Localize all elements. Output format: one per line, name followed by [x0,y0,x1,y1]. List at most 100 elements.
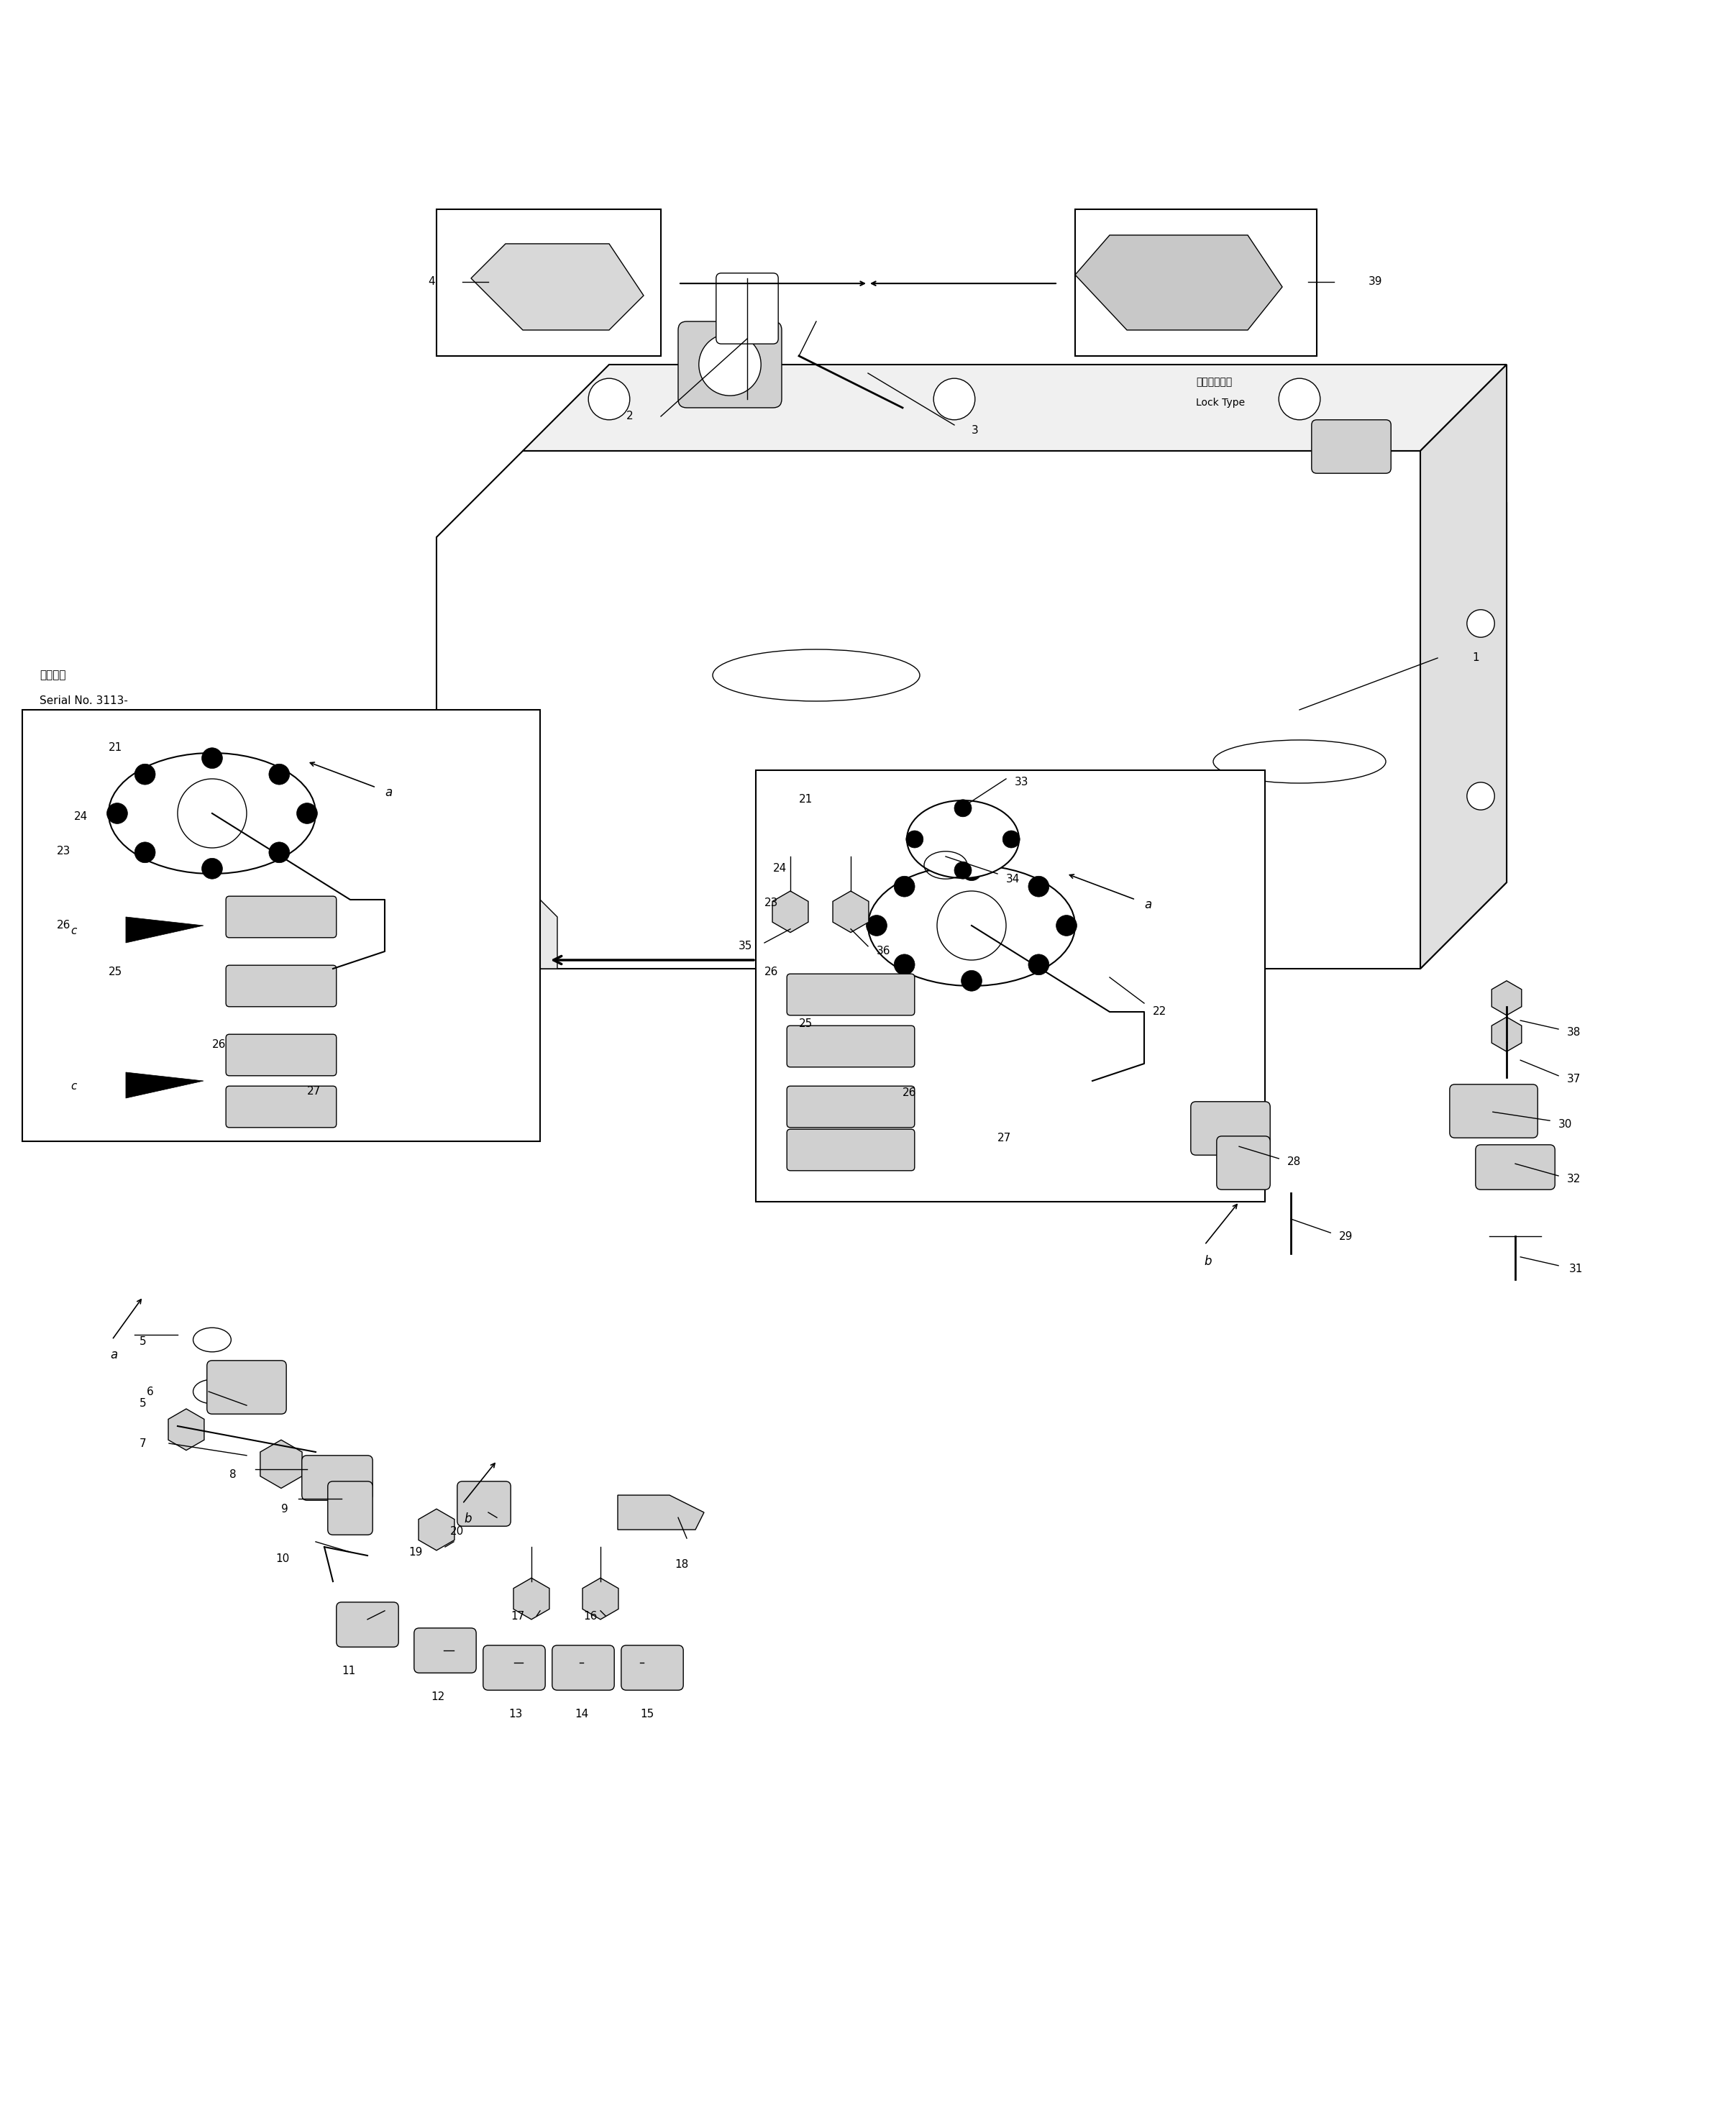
Text: 3: 3 [972,424,979,435]
Text: 20: 20 [450,1526,464,1536]
Text: 6: 6 [146,1386,153,1397]
Text: 24: 24 [773,863,786,874]
Text: c: c [71,926,76,937]
Text: a: a [109,1348,118,1361]
Circle shape [962,971,983,992]
Polygon shape [436,452,1507,968]
FancyBboxPatch shape [717,272,778,344]
Circle shape [108,804,127,823]
Polygon shape [523,365,1507,452]
FancyBboxPatch shape [1217,1135,1271,1190]
Circle shape [934,378,976,420]
Text: 8: 8 [229,1469,236,1479]
Text: 16: 16 [583,1610,597,1620]
Circle shape [589,378,630,420]
Bar [755,770,1266,1203]
Circle shape [1028,876,1049,897]
Ellipse shape [903,779,1057,882]
Text: 26: 26 [212,1040,226,1051]
FancyBboxPatch shape [226,964,337,1006]
Text: 9: 9 [281,1504,288,1515]
Text: 28: 28 [1288,1156,1302,1167]
Polygon shape [618,1496,705,1530]
FancyBboxPatch shape [483,1646,545,1690]
Text: 26: 26 [764,966,778,977]
Circle shape [1279,378,1319,420]
Circle shape [135,842,155,863]
Circle shape [269,842,290,863]
Text: 10: 10 [276,1553,290,1564]
FancyBboxPatch shape [1476,1146,1555,1190]
Text: 35: 35 [738,941,752,952]
FancyBboxPatch shape [226,1034,337,1076]
Text: 33: 33 [1016,776,1029,787]
FancyBboxPatch shape [786,975,915,1015]
Circle shape [1055,916,1076,937]
Text: 1: 1 [1472,652,1479,663]
Circle shape [135,764,155,785]
Bar [1075,209,1318,357]
Text: a: a [385,787,392,800]
Polygon shape [1420,365,1507,968]
Text: ロックタイプ: ロックタイプ [1196,378,1233,386]
Text: 38: 38 [1568,1028,1581,1038]
Text: 24: 24 [75,812,89,823]
Text: 39: 39 [1368,276,1382,287]
Text: 適用号機: 適用号機 [40,669,66,682]
FancyBboxPatch shape [786,1025,915,1068]
FancyBboxPatch shape [226,897,337,937]
FancyBboxPatch shape [302,1456,373,1500]
FancyBboxPatch shape [226,1087,337,1127]
Text: 34: 34 [1007,874,1021,884]
FancyBboxPatch shape [207,1361,286,1414]
Circle shape [1467,783,1495,810]
Circle shape [297,804,318,823]
Text: 25: 25 [799,1019,812,1030]
Text: 18: 18 [675,1559,689,1570]
Text: 4: 4 [427,276,434,287]
Text: 23: 23 [764,897,778,909]
FancyBboxPatch shape [415,1629,476,1673]
Circle shape [1467,610,1495,637]
Bar [436,209,661,357]
Bar [23,709,540,1142]
Text: 31: 31 [1569,1264,1583,1274]
Text: 13: 13 [509,1709,523,1720]
FancyBboxPatch shape [1450,1085,1538,1137]
Text: 22: 22 [1153,1006,1167,1017]
FancyBboxPatch shape [679,321,781,407]
Text: c: c [71,1080,76,1091]
Text: 7: 7 [139,1439,146,1450]
Polygon shape [125,1072,203,1097]
FancyBboxPatch shape [786,1087,915,1127]
Text: 27: 27 [307,1087,321,1097]
Text: 11: 11 [342,1665,356,1677]
FancyBboxPatch shape [621,1646,684,1690]
Circle shape [955,861,972,880]
Polygon shape [1075,234,1283,329]
FancyBboxPatch shape [552,1646,615,1690]
Text: 14: 14 [575,1709,589,1720]
Text: 27: 27 [998,1133,1012,1144]
Text: 19: 19 [410,1547,424,1557]
Text: Serial No. 3113-: Serial No. 3113- [40,696,128,707]
Circle shape [201,859,222,880]
FancyBboxPatch shape [1191,1101,1271,1154]
Text: b: b [464,1513,472,1526]
Text: Lock Type: Lock Type [1196,397,1245,407]
Circle shape [1003,831,1019,848]
Circle shape [866,916,887,937]
FancyBboxPatch shape [786,1129,915,1171]
Text: b: b [1205,1255,1212,1268]
FancyBboxPatch shape [457,1481,510,1526]
Polygon shape [436,882,557,968]
Polygon shape [470,245,644,329]
FancyBboxPatch shape [328,1481,373,1534]
Text: 23: 23 [57,846,71,857]
Text: 29: 29 [1338,1230,1352,1241]
Ellipse shape [868,865,1075,985]
Text: 21: 21 [799,793,812,804]
Circle shape [201,747,222,768]
Circle shape [955,800,972,817]
FancyBboxPatch shape [1312,420,1391,473]
